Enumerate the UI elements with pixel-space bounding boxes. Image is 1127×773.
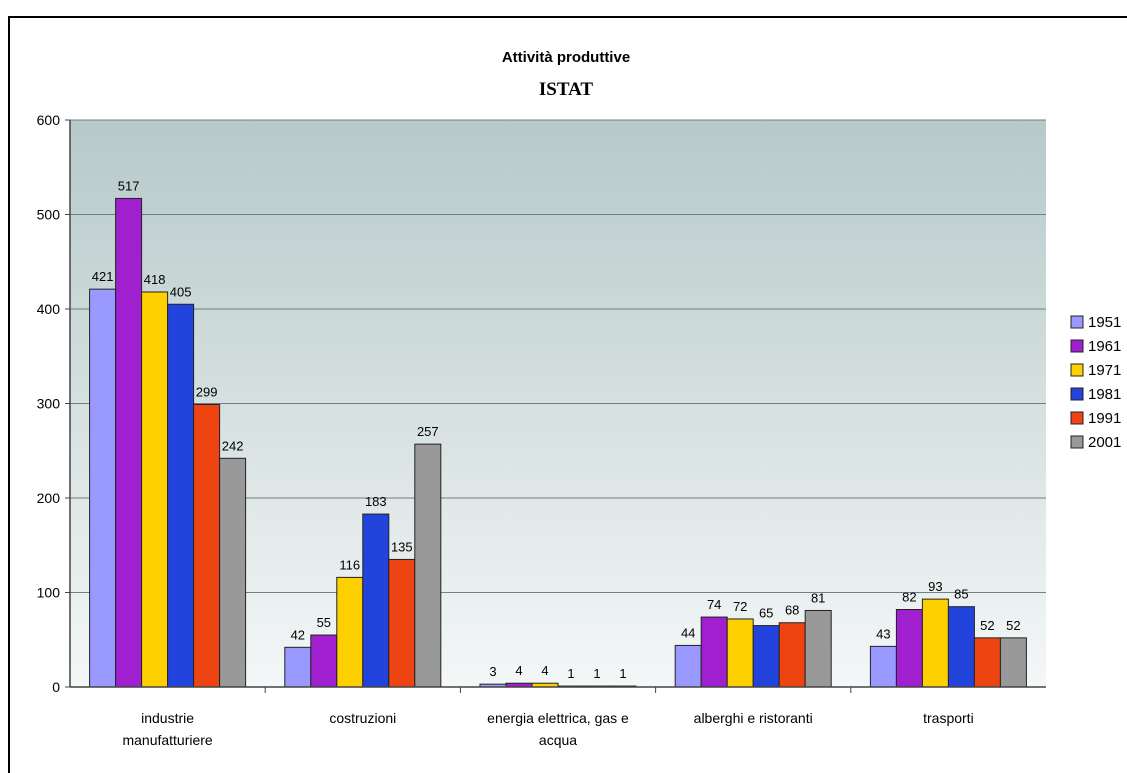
bar bbox=[674, 644, 702, 688]
data-label: 1 bbox=[619, 666, 626, 681]
legend-swatch bbox=[1070, 411, 1084, 425]
bar bbox=[167, 303, 195, 688]
data-label: 52 bbox=[1006, 618, 1020, 633]
bar bbox=[895, 609, 923, 688]
y-tick-label: 100 bbox=[37, 585, 61, 601]
y-tick-label: 200 bbox=[37, 490, 61, 506]
category-label: manufatturiere bbox=[122, 732, 212, 748]
data-label: 85 bbox=[954, 587, 968, 602]
chart-title: Attività produttive bbox=[502, 49, 630, 66]
bar bbox=[921, 598, 949, 688]
data-label: 43 bbox=[876, 626, 890, 641]
legend-swatch bbox=[1070, 339, 1084, 353]
legend: 1951 1961 1971 1981 1991 2001 bbox=[1070, 314, 1121, 451]
category-label: costruzioni bbox=[329, 710, 396, 726]
data-label: 65 bbox=[759, 606, 773, 621]
y-tick-label: 400 bbox=[37, 301, 61, 317]
data-label: 3 bbox=[489, 664, 496, 679]
data-label: 183 bbox=[365, 494, 387, 509]
legend-swatch bbox=[1070, 315, 1084, 329]
data-label: 116 bbox=[339, 557, 360, 572]
legend-swatch bbox=[1070, 363, 1084, 377]
y-tick-label: 300 bbox=[37, 396, 61, 412]
legend-swatch bbox=[1070, 435, 1084, 449]
legend-label: 2001 bbox=[1088, 434, 1121, 451]
data-label: 135 bbox=[391, 539, 413, 554]
category-label: alberghi e ristoranti bbox=[694, 710, 813, 726]
bar bbox=[947, 606, 975, 688]
legend-label: 1961 bbox=[1088, 338, 1121, 355]
data-label: 517 bbox=[118, 178, 140, 193]
bar bbox=[999, 637, 1027, 688]
bar bbox=[336, 576, 364, 688]
data-label: 405 bbox=[170, 284, 192, 299]
category-label: trasporti bbox=[923, 710, 974, 726]
bar bbox=[726, 618, 754, 688]
data-label: 74 bbox=[707, 597, 721, 612]
legend-label: 1971 bbox=[1088, 362, 1121, 379]
data-label: 68 bbox=[785, 603, 799, 618]
bar bbox=[362, 513, 390, 688]
data-label: 257 bbox=[417, 424, 439, 439]
bar bbox=[219, 457, 247, 688]
bar bbox=[388, 558, 416, 688]
bar bbox=[414, 443, 442, 688]
data-label: 1 bbox=[567, 666, 574, 681]
legend-swatch bbox=[1070, 387, 1084, 401]
data-label: 421 bbox=[92, 269, 114, 284]
chart-frame bbox=[8, 16, 1127, 773]
data-label: 42 bbox=[291, 627, 305, 642]
bar bbox=[141, 291, 169, 688]
data-label: 4 bbox=[515, 663, 522, 678]
y-axis-ticks: 0 100 200 300 400 500 600 bbox=[37, 112, 70, 695]
bar bbox=[193, 403, 221, 688]
category-label: industrie bbox=[141, 710, 194, 726]
chart-subtitle: ISTAT bbox=[539, 79, 594, 100]
data-label: 299 bbox=[196, 384, 218, 399]
y-tick-label: 600 bbox=[37, 112, 61, 128]
data-label: 4 bbox=[541, 663, 548, 678]
bar bbox=[804, 609, 832, 688]
category-labels: industrie manufatturiere costruzioni energi… bbox=[122, 687, 974, 748]
bar bbox=[700, 616, 728, 688]
bars bbox=[89, 197, 1027, 688]
data-label: 93 bbox=[928, 579, 942, 594]
bar bbox=[284, 646, 312, 688]
data-label: 418 bbox=[144, 272, 166, 287]
legend-label: 1991 bbox=[1088, 410, 1121, 427]
data-label: 242 bbox=[222, 438, 244, 453]
bar bbox=[973, 637, 1001, 688]
data-label: 82 bbox=[902, 590, 916, 605]
bar bbox=[752, 625, 780, 688]
bar bbox=[869, 645, 897, 688]
bar bbox=[310, 634, 338, 688]
y-tick-label: 0 bbox=[52, 679, 60, 695]
data-label: 81 bbox=[811, 590, 825, 605]
data-label: 1 bbox=[593, 666, 600, 681]
data-label: 72 bbox=[733, 599, 747, 614]
category-label: energia elettrica, gas e bbox=[487, 710, 629, 726]
data-label: 55 bbox=[317, 615, 331, 630]
legend-label: 1951 bbox=[1088, 314, 1121, 331]
category-label: acqua bbox=[539, 732, 577, 748]
data-label: 52 bbox=[980, 618, 994, 633]
data-label: 44 bbox=[681, 625, 695, 640]
bar bbox=[115, 197, 143, 688]
y-tick-label: 500 bbox=[37, 207, 61, 223]
legend-label: 1981 bbox=[1088, 386, 1121, 403]
bar bbox=[778, 622, 806, 688]
bar bbox=[89, 288, 117, 688]
